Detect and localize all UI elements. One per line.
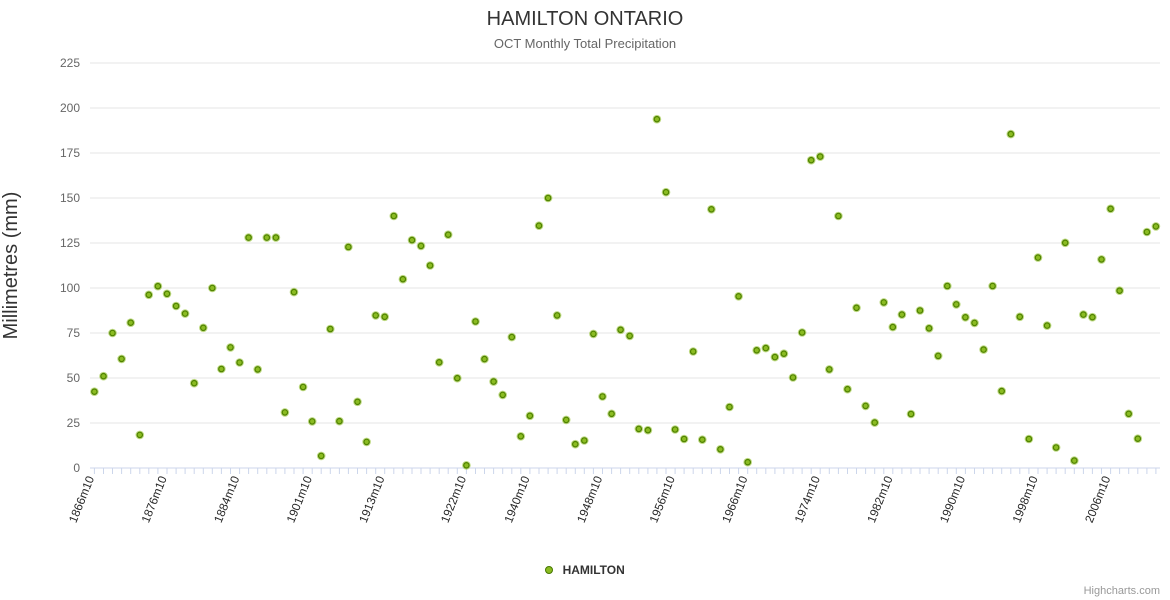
svg-text:0: 0 — [73, 461, 80, 475]
svg-text:Millimetres (mm): Millimetres (mm) — [0, 192, 22, 340]
svg-text:1990m10: 1990m10 — [937, 473, 969, 524]
svg-text:75: 75 — [67, 326, 81, 340]
svg-text:2006m10: 2006m10 — [1082, 473, 1114, 524]
svg-text:1913m10: 1913m10 — [356, 473, 388, 524]
svg-text:1884m10: 1884m10 — [211, 473, 243, 524]
svg-text:150: 150 — [60, 191, 80, 205]
svg-text:1922m10: 1922m10 — [438, 473, 470, 524]
svg-text:1974m10: 1974m10 — [792, 473, 824, 524]
svg-text:1966m10: 1966m10 — [719, 473, 751, 524]
svg-text:100: 100 — [60, 281, 80, 295]
svg-text:225: 225 — [60, 56, 80, 70]
svg-text:1940m10: 1940m10 — [501, 473, 533, 524]
svg-text:1998m10: 1998m10 — [1009, 473, 1041, 524]
svg-text:200: 200 — [60, 101, 80, 115]
svg-text:50: 50 — [67, 371, 81, 385]
svg-text:125: 125 — [60, 236, 80, 250]
svg-text:1876m10: 1876m10 — [138, 473, 170, 524]
svg-text:175: 175 — [60, 146, 80, 160]
svg-text:1901m10: 1901m10 — [284, 473, 316, 524]
svg-text:25: 25 — [67, 416, 81, 430]
svg-text:1982m10: 1982m10 — [864, 473, 896, 524]
svg-text:1956m10: 1956m10 — [646, 473, 678, 524]
svg-text:1866m10: 1866m10 — [66, 473, 98, 524]
svg-text:1948m10: 1948m10 — [574, 473, 606, 524]
